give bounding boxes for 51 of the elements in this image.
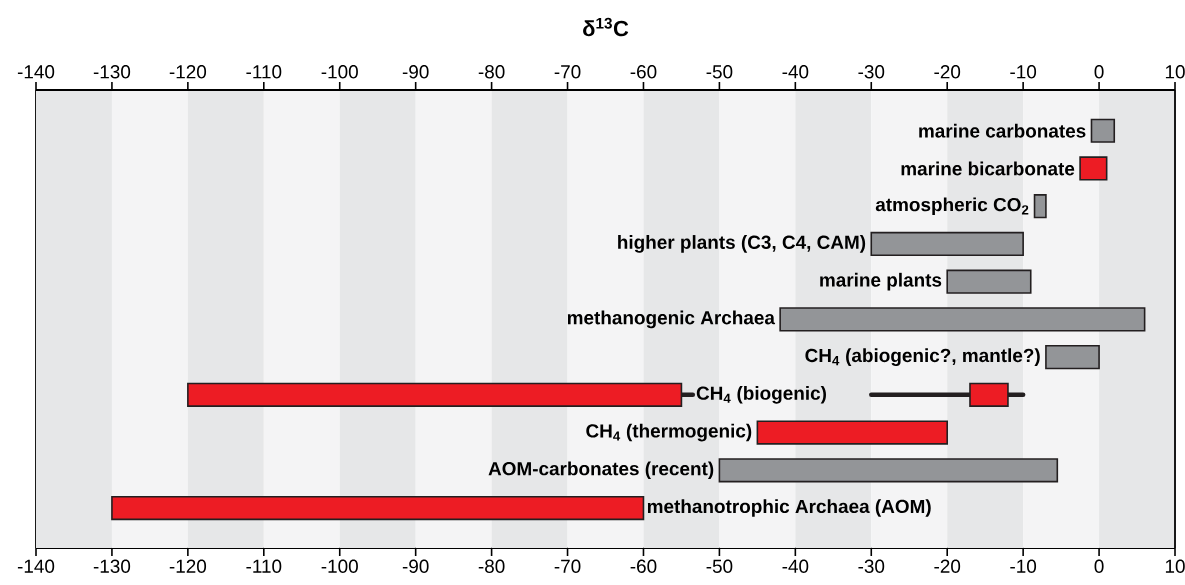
y-tick-label: marine carbonates — [919, 123, 1086, 138]
x2-tick-label: -80 — [478, 65, 505, 79]
x-tick-label: 10 — [1165, 559, 1185, 573]
x2-tick-label: -130 — [93, 65, 131, 79]
x2-tick-label: -140 — [17, 65, 55, 79]
y-tick-label: AOM-carbonates (recent) — [488, 461, 714, 480]
bar — [870, 231, 1024, 257]
y-tick-label: higher plants (C3, C4, CAM) — [618, 235, 866, 253]
bar — [779, 307, 1146, 332]
y-tick-label: marine plants — [820, 272, 942, 291]
chart-title: δ$^{13}$C — [583, 17, 629, 37]
y-tick-label: atmospheric CO$_{2}$ — [875, 197, 1029, 216]
x-tick-label: -100 — [321, 559, 358, 573]
x-tick-label: 0 — [1094, 559, 1104, 573]
x-tick-label: -140 — [17, 559, 55, 573]
x-tick-label: -50 — [706, 559, 733, 573]
x2-tick-label: -50 — [706, 65, 733, 79]
x2-tick-label: -70 — [554, 65, 581, 79]
y-tick-label: marine bicarbonate — [901, 161, 1075, 176]
x-tick-label: -40 — [782, 559, 809, 573]
x-tick-label: -110 — [246, 559, 282, 573]
x2-tick-label: -10 — [1010, 65, 1037, 79]
x-tick-label: -70 — [554, 559, 581, 573]
bar — [1090, 118, 1116, 143]
x2-tick-label: -110 — [246, 65, 282, 79]
bar — [1045, 344, 1100, 370]
y-tick-label: CH$_{4}$ (biogenic) — [696, 385, 826, 404]
x2-tick-label: -120 — [169, 65, 207, 79]
x-tick-label: -80 — [478, 559, 505, 573]
x-tick-label: -130 — [93, 559, 131, 573]
x2-tick-label: 10 — [1165, 65, 1185, 79]
y-tick-label: CH$_{4}$ (abiogenic?, mantle?) — [805, 348, 1040, 366]
x2-tick-label: 0 — [1094, 65, 1104, 79]
x2-tick-label: -20 — [934, 65, 961, 79]
x2-tick-label: -100 — [321, 65, 358, 79]
x2-tick-label: -40 — [782, 65, 809, 79]
x-tick-label: -20 — [934, 559, 961, 573]
x-tick-label: -90 — [402, 559, 429, 573]
x-tick-label: -120 — [169, 559, 207, 573]
x2-tick-label: -90 — [402, 65, 429, 79]
y-tick-label: methanotrophic Archaea (AOM) — [647, 499, 931, 517]
y-tick-label: methanogenic Archaea — [567, 310, 776, 329]
y-tick-label: CH$_{4}$ (thermogenic) — [586, 423, 752, 442]
bar — [1033, 194, 1047, 219]
x-tick-label: -60 — [630, 559, 657, 573]
x-tick-label: -10 — [1010, 559, 1037, 573]
bar — [946, 269, 1032, 294]
bar — [718, 458, 1059, 483]
x-tick-label: -30 — [858, 559, 885, 573]
x2-tick-label: -30 — [858, 65, 885, 79]
x2-tick-label: -60 — [630, 65, 657, 79]
